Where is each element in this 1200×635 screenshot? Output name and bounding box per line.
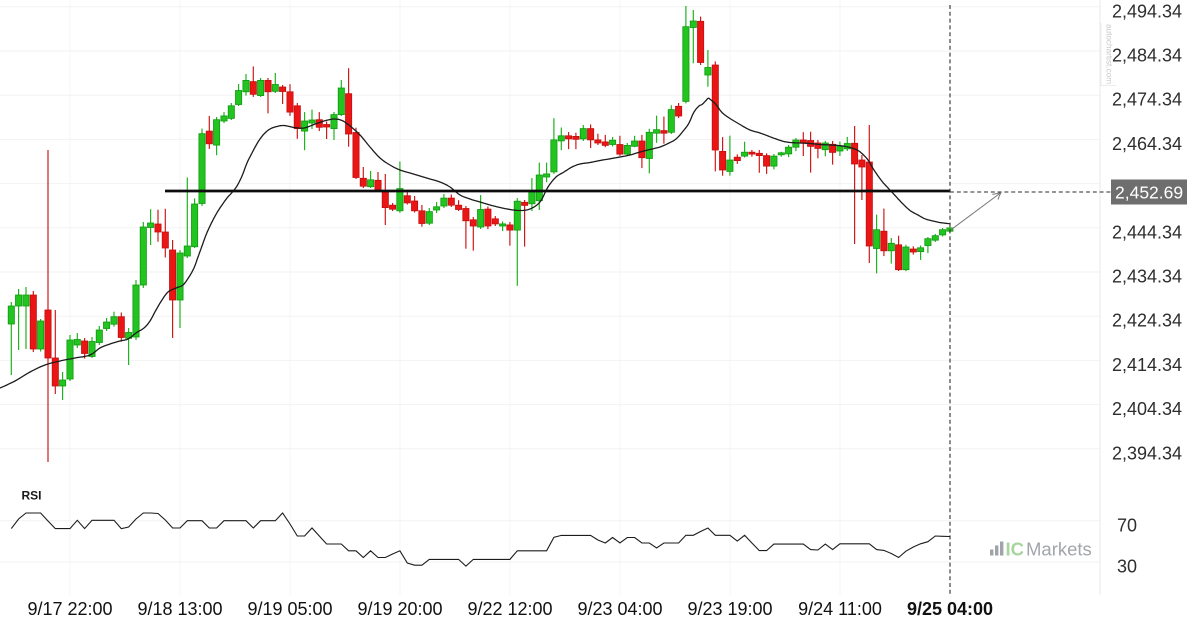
svg-text:2,434.34: 2,434.34 (1112, 267, 1182, 287)
svg-text:2,394.34: 2,394.34 (1112, 443, 1182, 463)
svg-text:2,484.34: 2,484.34 (1112, 46, 1182, 66)
svg-text:2,452.69: 2,452.69 (1115, 183, 1183, 203)
svg-text:9/19 20:00: 9/19 20:00 (357, 599, 442, 619)
svg-text:RSI: RSI (22, 488, 42, 502)
svg-text:autochartist.com: autochartist.com (1105, 24, 1114, 84)
svg-text:9/25 04:00: 9/25 04:00 (907, 599, 993, 619)
svg-text:IC: IC (1006, 539, 1025, 560)
svg-text:Markets: Markets (1026, 539, 1092, 560)
svg-text:9/17 22:00: 9/17 22:00 (27, 599, 112, 619)
svg-text:2,494.34: 2,494.34 (1112, 1, 1182, 21)
svg-text:2,474.34: 2,474.34 (1112, 90, 1182, 110)
svg-text:2,424.34: 2,424.34 (1112, 311, 1182, 331)
svg-text:2,404.34: 2,404.34 (1112, 399, 1182, 419)
svg-text:9/23 04:00: 9/23 04:00 (577, 599, 662, 619)
svg-text:9/24 11:00: 9/24 11:00 (798, 599, 882, 619)
svg-text:9/23 19:00: 9/23 19:00 (687, 599, 772, 619)
svg-text:9/19 05:00: 9/19 05:00 (247, 599, 332, 619)
svg-text:2,444.34: 2,444.34 (1112, 222, 1182, 242)
svg-text:2,464.34: 2,464.34 (1112, 134, 1182, 154)
svg-text:30: 30 (1117, 557, 1137, 577)
svg-text:9/22 12:00: 9/22 12:00 (467, 599, 552, 619)
svg-text:2,414.34: 2,414.34 (1112, 355, 1182, 375)
svg-text:70: 70 (1117, 516, 1137, 536)
svg-text:9/18 13:00: 9/18 13:00 (137, 599, 222, 619)
